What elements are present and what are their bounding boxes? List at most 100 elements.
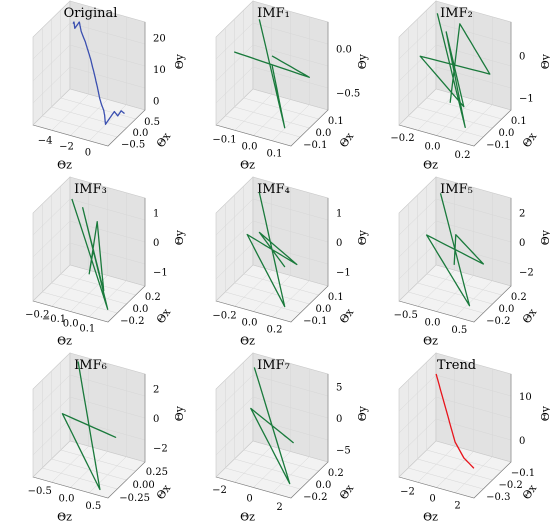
z-tick-label: 0: [429, 494, 435, 505]
x-tick-label: 0.1: [328, 292, 344, 303]
z-axis-label: Θz: [240, 159, 255, 172]
axis-edges: [215, 198, 329, 323]
x-tick-label: 0.0: [133, 304, 149, 315]
z-tick-label: 0: [246, 494, 252, 505]
subplot-1: Original −4 −2 0 Θz −0.50.00.5Θx 0 10 20 Θy: [32, 0, 186, 172]
y-tick-label: 0: [519, 52, 525, 63]
series-line: [234, 19, 310, 129]
x-tick-label: −0.5: [121, 139, 145, 150]
gridlines: [215, 182, 329, 317]
z-tick-label: −0.2: [25, 309, 49, 320]
y-tick-label: 2: [153, 385, 159, 396]
axis-edges: [32, 22, 146, 147]
z-tick-label: 0.2: [267, 325, 283, 336]
y-axis-label: Θy: [356, 229, 369, 245]
z-tick-label: 0.5: [451, 325, 467, 336]
z-tick-label: 0: [85, 148, 91, 159]
y-tick-label: −0.5: [336, 88, 360, 99]
axis-edges: [398, 198, 512, 323]
axis-edges: [398, 22, 512, 147]
z-axis-label: Θz: [57, 159, 72, 172]
z-axis-label: Θz: [423, 511, 438, 524]
x-axis-label: Θx: [154, 129, 174, 150]
x-tick-label: 0.1: [511, 116, 527, 127]
x-tick-label: −0.1: [303, 316, 327, 327]
y-tick-label: −1: [153, 267, 168, 278]
x-tick-label: 0.0: [316, 480, 332, 491]
y-tick-label: 1: [336, 209, 342, 220]
x-axis-label: Θx: [520, 481, 540, 502]
z-tick-label: 0.0: [242, 318, 258, 329]
z-axis-label: Θz: [423, 335, 438, 348]
subplot-2: IMF₁−0.10.00.1Θz−0.10.00.1Θx−0.50.0Θy: [212, 0, 369, 172]
z-tick-label: −0.1: [42, 314, 66, 325]
y-tick-label: 0: [336, 414, 342, 425]
z-tick-label: 0.0: [242, 142, 258, 153]
x-axis-label: Θx: [337, 129, 357, 150]
subplot-8: IMF₇ −2 0 2 Θz −0.20.00.2 Θx −5 0 5 Θy: [212, 352, 369, 524]
x-axis-label: Θx: [520, 129, 540, 150]
z-tick-label: 0.0: [59, 494, 75, 505]
series-line: [419, 13, 491, 129]
x-axis-label: Θx: [154, 305, 174, 326]
x-tick-label: −0.2: [499, 480, 523, 491]
x-axis-label: Θx: [337, 481, 357, 502]
y-tick-label: 20: [153, 34, 166, 45]
series-line: [71, 198, 109, 310]
y-tick-label: −2: [519, 267, 534, 278]
x-tick-label: −0.3: [486, 492, 510, 503]
z-tick-label: −2: [400, 487, 415, 498]
y-axis-label: Θy: [173, 229, 186, 245]
y-tick-label: 10: [153, 65, 166, 76]
subplot-title: Original: [64, 6, 118, 21]
y-tick-label: 0: [519, 436, 525, 447]
series-line: [246, 192, 298, 308]
z-tick-label: 0.1: [79, 323, 95, 334]
x-tick-label: 0.0: [316, 128, 332, 139]
x-tick-label: 0.2: [511, 292, 527, 303]
z-tick-label: −2: [59, 142, 74, 153]
x-tick-label: 0.1: [328, 116, 344, 127]
y-tick-label: 1: [153, 209, 159, 220]
y-axis-label: Θy: [173, 53, 186, 69]
axis-edges: [32, 198, 146, 323]
x-tick-label: −0.1: [511, 468, 535, 479]
x-tick-label: 0.0: [499, 128, 515, 139]
y-tick-label: 0: [519, 238, 525, 249]
gridlines: [398, 182, 512, 317]
y-tick-label: 10: [519, 392, 532, 403]
y-axis-label: Θy: [356, 53, 369, 69]
subplot-7: IMF₆ −0.5 0.0 0.5 Θz −0.25 0.00 0.25 Θx −2 0 2 Θy: [28, 352, 186, 524]
x-tick-label: −0.2: [120, 316, 144, 327]
series-line: [61, 361, 117, 491]
y-tick-label: −1: [519, 93, 534, 104]
x-tick-label: −0.1: [303, 140, 327, 151]
subplot-title: Trend: [437, 358, 476, 373]
z-axis-label: Θz: [240, 511, 255, 524]
y-tick-label: 5: [336, 383, 342, 394]
gridlines: [32, 358, 146, 493]
z-tick-label: −2: [212, 485, 227, 496]
axis-edges: [398, 374, 512, 499]
z-tick-label: 2: [454, 501, 460, 512]
z-tick-label: −0.5: [28, 486, 52, 497]
y-axis-label: Θy: [539, 405, 550, 421]
y-tick-label: 0: [153, 238, 159, 249]
gridlines: [215, 6, 329, 141]
x-axis-label: Θx: [337, 305, 357, 326]
y-axis-label: Θy: [173, 405, 186, 421]
z-tick-label: 0.0: [425, 318, 441, 329]
z-tick-label: −0.1: [212, 135, 236, 146]
y-axis-label: Θy: [356, 405, 369, 421]
z-tick-label: 2: [276, 502, 282, 513]
y-tick-label: 0: [336, 238, 342, 249]
x-tick-label: 0.0: [133, 128, 149, 139]
y-tick-label: −1: [336, 267, 351, 278]
x-tick-label: 0.2: [328, 468, 344, 479]
z-tick-label: −0.2: [390, 133, 414, 144]
z-tick-label: 0.5: [85, 501, 101, 512]
series-line: [250, 367, 294, 485]
z-tick-label: −4: [38, 136, 53, 147]
x-tick-label: 0.00: [133, 480, 155, 491]
